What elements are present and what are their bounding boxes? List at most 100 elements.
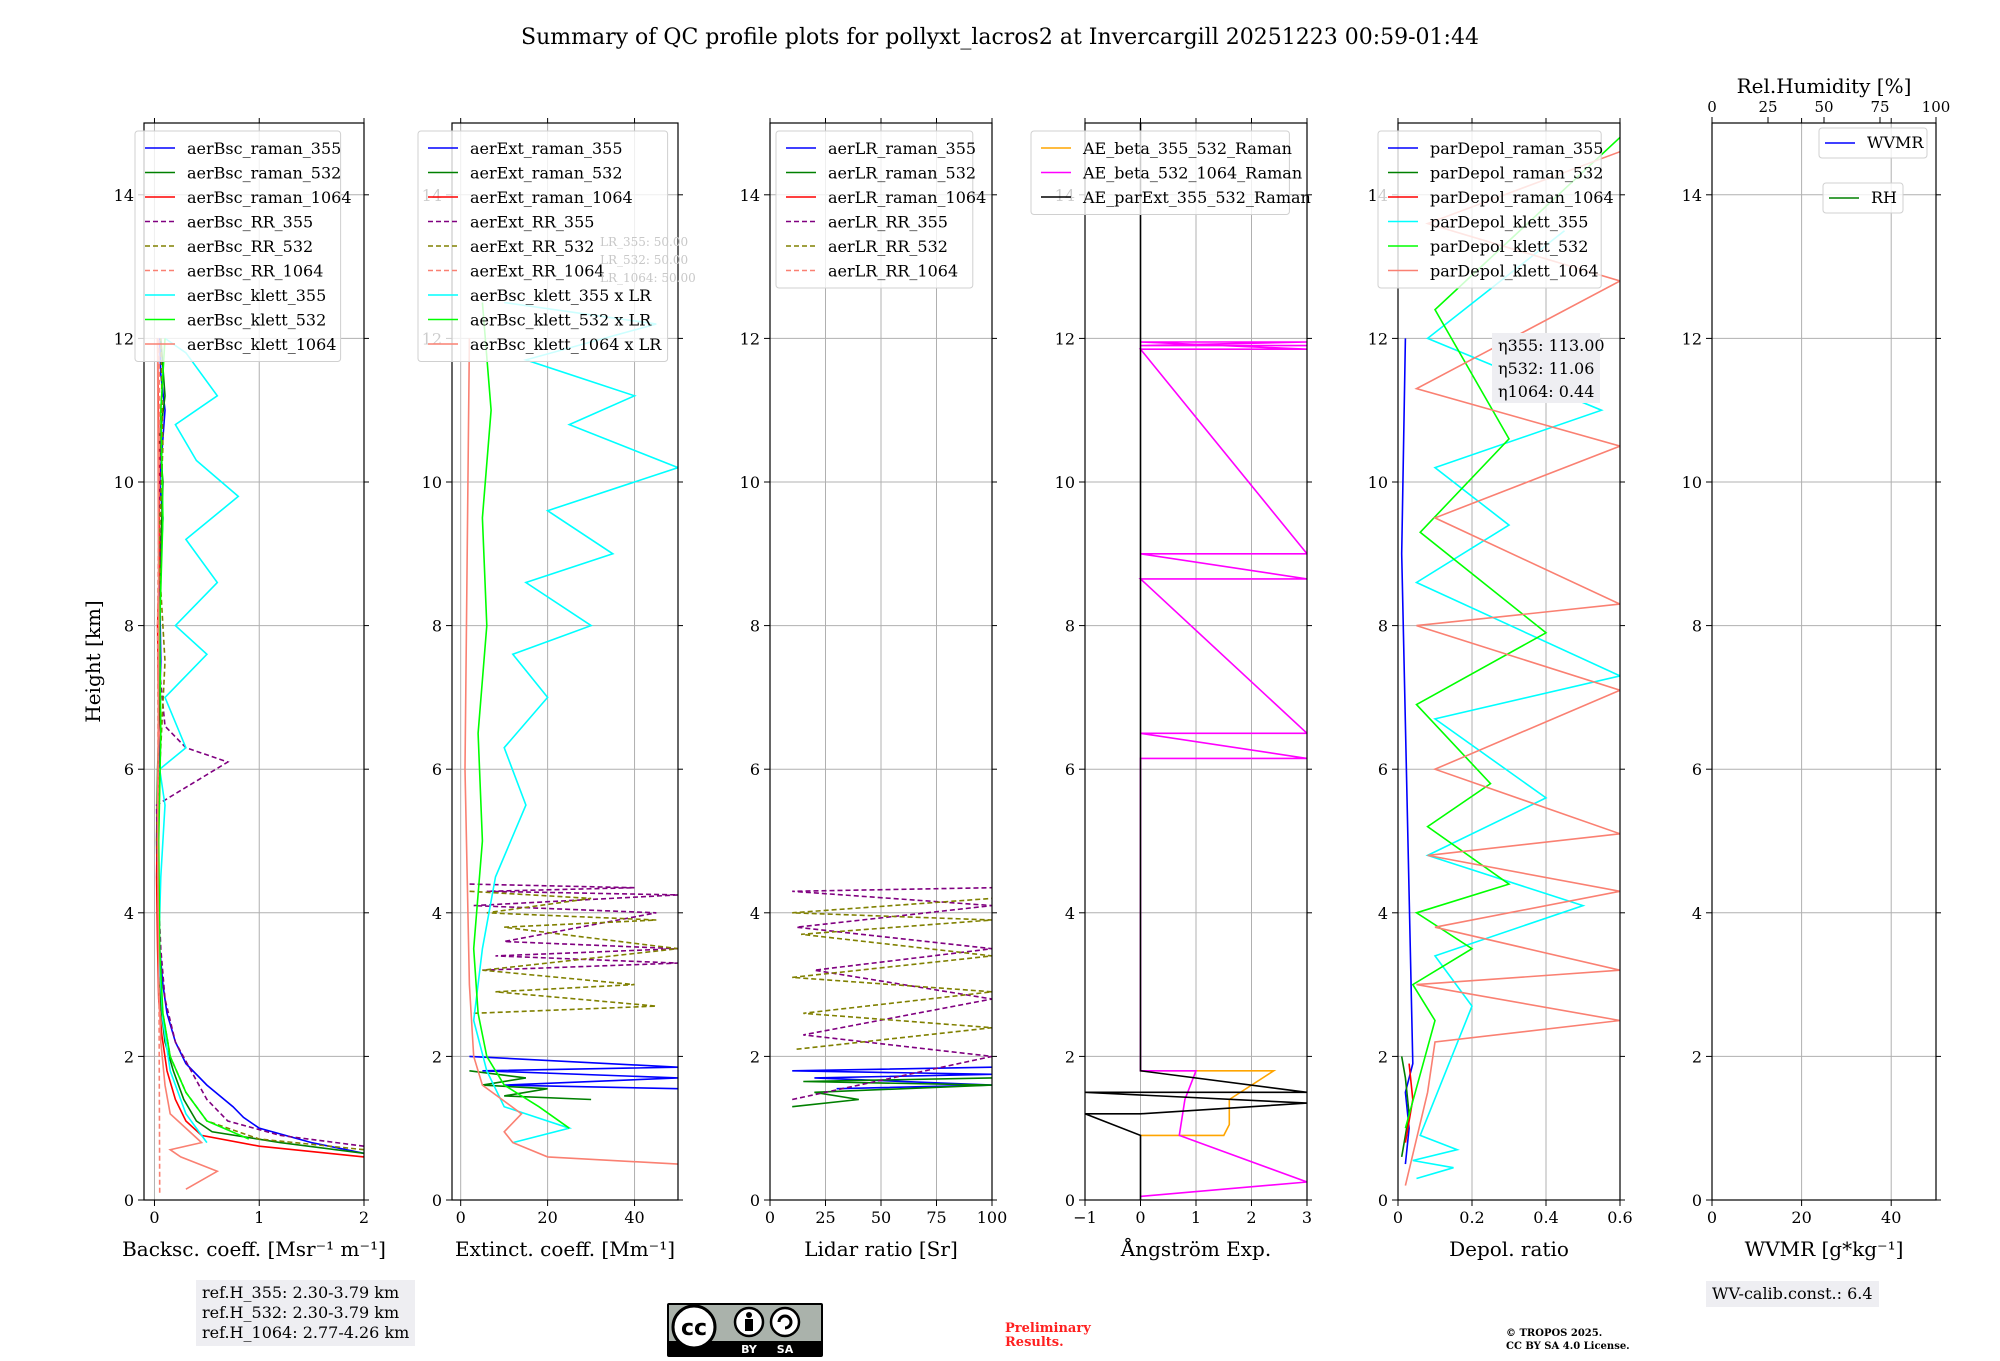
- line-parDepol_klett_355: [1412, 230, 1620, 1180]
- legend-box: [134, 130, 342, 362]
- ref-height-1064: ref.H_1064: 2.77-4.26 km: [202, 1323, 410, 1342]
- legend-water_vapor-0: WVMR: [1818, 127, 1928, 159]
- ref-height-355: ref.H_355: 2.30-3.79 km: [202, 1283, 400, 1302]
- y-tick-label: 8: [1378, 617, 1388, 636]
- legend-box: [1822, 182, 1904, 214]
- legend-entry-AE_beta_355_532_Raman: AE_beta_355_532_Raman: [1082, 139, 1292, 158]
- y-tick-label: 0: [124, 1191, 134, 1210]
- top-x-axis-label: Rel.Humidity [%]: [1737, 74, 1912, 98]
- eta-box: [1492, 333, 1600, 403]
- ticks-water_vapor: 0 20 40 0 2 4 6 8 10 12 14 0 25 50 75 100: [1682, 98, 1951, 1227]
- legend-entry-aerBsc_raman_355: aerBsc_raman_355: [187, 139, 341, 158]
- x-tick-label: 75: [926, 1208, 946, 1227]
- legend-backscatter: aerBsc_raman_355 aerBsc_raman_532 aerBsc_r…: [134, 130, 352, 362]
- x-tick-label: 20: [537, 1208, 557, 1227]
- legend-entry-aerExt_RR_532: aerExt_RR_532: [470, 237, 594, 256]
- x-tick-label: 2: [359, 1208, 369, 1227]
- ticks-angstrom: −1012302468101214: [1055, 118, 1312, 1227]
- legend-entry-parDepol_raman_532: parDepol_raman_532: [1430, 164, 1603, 183]
- line-parDepol_klett_1064: [1404, 150, 1620, 1186]
- y-tick-label: 12: [1368, 329, 1388, 348]
- cc-license-logo: cc BY SA: [667, 1303, 823, 1357]
- panel-extinction: 0204002468101214Extinct. coeff. [Mm⁻¹]ae…: [417, 118, 696, 1261]
- y-tick-label: 6: [432, 760, 442, 779]
- y-tick-label: 12: [1055, 329, 1075, 348]
- y-tick-label: 8: [1065, 617, 1075, 636]
- legend-entry-aerBsc_RR_355: aerBsc_RR_355: [187, 213, 313, 232]
- legend-lidar_ratio: aerLR_raman_355 aerLR_raman_532 aerLR_rama…: [775, 130, 986, 289]
- panel-water_vapor: 0 20 40 0 2 4 6 8 10 12 14 0 25 50 75 100 WVMR [g*kg⁻¹] R…: [1682, 74, 1951, 1261]
- cc-sa-text: SA: [777, 1343, 794, 1356]
- legend-entry-aerLR_RR_355: aerLR_RR_355: [828, 213, 948, 232]
- eta-annotation: η355: 113.00 η532: 11.06 η1064: 0.44: [1492, 333, 1605, 403]
- x-tick-label: 0: [765, 1208, 775, 1227]
- x-tick-label: 25: [815, 1208, 835, 1227]
- y-tick-label: 12: [740, 329, 760, 348]
- y-tick-label: 4: [432, 904, 442, 923]
- y-tick-label: 0: [1692, 1191, 1702, 1210]
- copyright-line-1: © TROPOS 2025.: [1506, 1328, 1603, 1339]
- legend-entry-parDepol_raman_355: parDepol_raman_355: [1430, 139, 1603, 158]
- line-aerBsc_klett_1064 x LR: [464, 338, 678, 1165]
- axes-frame: [1397, 122, 1621, 1201]
- line-aerLR_raman_532: [792, 1077, 992, 1108]
- legend-entry-parDepol_raman_1064: parDepol_raman_1064: [1430, 188, 1614, 207]
- line-aerBsc_RR_355: [155, 410, 364, 1147]
- x-tick-label: 0.2: [1459, 1208, 1484, 1227]
- x-tick-label: 50: [871, 1208, 891, 1227]
- legend-entry-aerBsc_klett_1064 x LR: aerBsc_klett_1064 x LR: [470, 335, 662, 354]
- y-axis-label: Height [km]: [81, 600, 105, 722]
- legend-entry-RH: RH: [1871, 188, 1897, 207]
- line-aerBsc_raman_1064: [155, 338, 364, 1158]
- legend-entry-AE_parExt_355_532_Raman: AE_parExt_355_532_Raman: [1082, 188, 1311, 207]
- y-tick-label: 2: [1378, 1047, 1388, 1066]
- x-tick-label: 0: [1393, 1208, 1403, 1227]
- y-tick-label: 4: [750, 904, 760, 923]
- x-tick-label: 0: [456, 1208, 466, 1227]
- ticks-depolarization: 00.20.40.602468101214: [1368, 118, 1633, 1227]
- top-x-tick-label: 25: [1758, 98, 1777, 116]
- top-x-tick-label: 50: [1814, 98, 1833, 116]
- x-tick-label: −1: [1073, 1208, 1097, 1227]
- line-aerBsc_klett_355: [157, 337, 240, 1144]
- y-tick-label: 0: [1378, 1191, 1388, 1210]
- y-tick-label: 6: [1378, 760, 1388, 779]
- line-aerBsc_RR_532: [156, 338, 364, 1151]
- line-AE_parExt_355_532_Raman: [1085, 123, 1307, 1200]
- line-aerExt_RR_532: [469, 890, 678, 1015]
- y-tick-label: 6: [124, 760, 134, 779]
- legend-entry-aerBsc_klett_532 x LR: aerBsc_klett_532 x LR: [470, 311, 652, 330]
- line-aerLR_RR_355: [792, 886, 992, 1101]
- y-tick-label: 8: [750, 617, 760, 636]
- x-tick-label: 1: [254, 1208, 264, 1227]
- legend-entry-aerLR_raman_355: aerLR_raman_355: [828, 139, 976, 158]
- figure-title: Summary of QC profile plots for pollyxt_…: [521, 25, 1479, 50]
- lr-note-1: LR_532: 50.00: [600, 253, 688, 267]
- x-axis-label: Depol. ratio: [1449, 1237, 1569, 1261]
- top-x-tick-label: 100: [1922, 98, 1951, 116]
- x-tick-label: 0: [149, 1208, 159, 1227]
- axes-frame: [1711, 122, 1937, 1201]
- legend-entry-parDepol_klett_532: parDepol_klett_532: [1430, 237, 1588, 256]
- y-tick-label: 4: [1692, 904, 1702, 923]
- ticks-lidar_ratio: 0 25 50 75 100 0 2 4 6 8 10 12 14: [740, 118, 1007, 1227]
- preliminary-line-1: Preliminary: [1005, 1321, 1091, 1336]
- x-tick-label: 0.6: [1607, 1208, 1632, 1227]
- legend-angstrom: AE_beta_355_532_Raman AE_beta_532_1064_Ra…: [1030, 130, 1311, 215]
- y-tick-label: 10: [114, 473, 134, 492]
- y-tick-label: 10: [1368, 473, 1388, 492]
- y-tick-label: 14: [114, 186, 134, 205]
- y-tick-label: 14: [1682, 186, 1702, 205]
- y-tick-label: 0: [432, 1191, 442, 1210]
- y-tick-label: 0: [750, 1191, 760, 1210]
- cc-by-text: BY: [741, 1343, 758, 1356]
- y-tick-label: 2: [1692, 1047, 1702, 1066]
- legend-entry-aerBsc_raman_1064: aerBsc_raman_1064: [187, 188, 352, 207]
- panel-lidar_ratio: 0 25 50 75 100 0 2 4 6 8 10 12 14 Lidar ratio [Sr] aer…: [740, 118, 1007, 1261]
- x-tick-label: 3: [1302, 1208, 1312, 1227]
- x-tick-label: 0: [1707, 1208, 1717, 1227]
- wv-calibration-box: WV-calib.const.: 6.4: [1706, 1281, 1879, 1307]
- x-tick-label: 1: [1191, 1208, 1201, 1227]
- legend-entry-WVMR: WVMR: [1867, 133, 1924, 152]
